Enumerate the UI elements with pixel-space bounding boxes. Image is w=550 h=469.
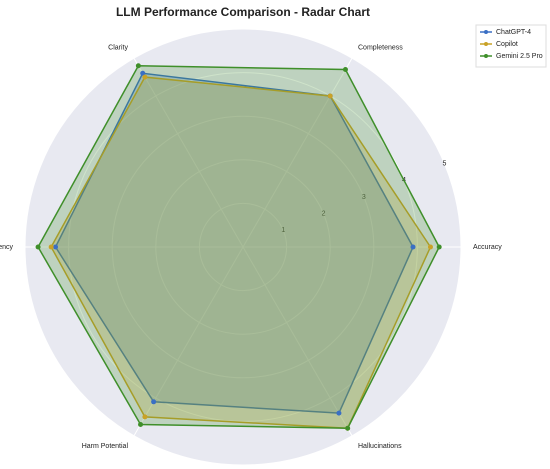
legend-label: Copilot bbox=[496, 41, 518, 48]
legend-marker bbox=[484, 54, 488, 58]
r-tick-label: 5 bbox=[442, 160, 446, 167]
data-point bbox=[135, 63, 141, 69]
legend-label: ChatGPT-4 bbox=[496, 29, 531, 36]
data-point bbox=[336, 410, 342, 416]
data-point bbox=[436, 244, 442, 250]
legend-marker bbox=[484, 30, 488, 34]
r-tick-label: 3 bbox=[362, 194, 366, 201]
data-point bbox=[142, 74, 148, 80]
chart-title: LLM Performance Comparison - Radar Chart bbox=[116, 5, 370, 19]
category-label: Currency bbox=[0, 244, 13, 251]
category-label: Completeness bbox=[358, 45, 403, 52]
data-point bbox=[327, 93, 333, 99]
data-point bbox=[138, 421, 144, 427]
category-label: Clarity bbox=[108, 45, 128, 52]
data-point bbox=[142, 414, 148, 420]
data-point bbox=[35, 244, 41, 250]
r-tick-label: 1 bbox=[281, 227, 285, 234]
data-point bbox=[151, 399, 157, 405]
r-tick-label: 2 bbox=[322, 210, 326, 217]
spoke bbox=[133, 246, 244, 437]
data-point bbox=[410, 244, 416, 250]
spoke bbox=[242, 246, 353, 437]
data-point bbox=[48, 244, 54, 250]
spoke bbox=[133, 57, 244, 248]
spoke bbox=[242, 57, 353, 248]
data-point bbox=[427, 244, 433, 250]
legend-label: Gemini 2.5 Pro bbox=[496, 53, 543, 60]
data-point bbox=[345, 425, 351, 431]
data-point bbox=[140, 70, 146, 76]
data-point bbox=[342, 67, 348, 73]
legend-marker bbox=[484, 42, 488, 46]
category-label: Accuracy bbox=[473, 244, 502, 251]
category-label: Hallucinations bbox=[358, 443, 402, 450]
data-point bbox=[53, 244, 59, 250]
category-label: Harm Potential bbox=[82, 443, 129, 450]
